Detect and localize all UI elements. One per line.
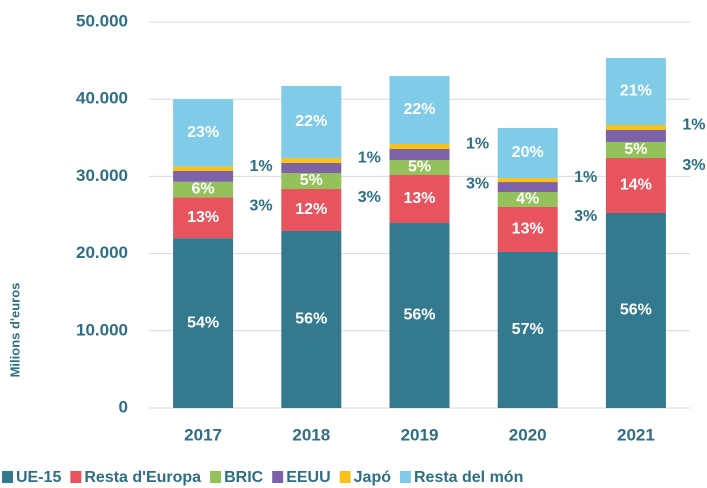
x-tick-label: 2020 <box>509 425 547 444</box>
y-tick-label: 0 <box>119 397 128 416</box>
legend-label: UE-15 <box>16 469 61 486</box>
legend-label: EEUU <box>286 469 330 486</box>
bar-segment <box>281 230 342 408</box>
data-label: 56% <box>620 302 652 319</box>
bar-segment <box>497 206 558 252</box>
y-tick-label: 50.000 <box>76 11 128 30</box>
legend-label: Japó <box>354 469 392 486</box>
data-label: 3% <box>466 176 489 193</box>
data-label: 20% <box>512 144 544 161</box>
data-label: 13% <box>187 209 219 226</box>
data-label: 3% <box>574 208 597 225</box>
bar-segment <box>389 223 450 408</box>
x-tick-label: 2018 <box>292 425 330 444</box>
bar-segment <box>281 162 342 174</box>
legend-swatch <box>272 471 284 483</box>
bar-segment <box>605 130 666 142</box>
data-label: 4% <box>516 191 539 208</box>
bar-segment <box>605 212 666 408</box>
data-label: 3% <box>358 189 381 206</box>
data-label: 22% <box>295 113 327 130</box>
data-label: 5% <box>300 172 323 189</box>
bar-segment <box>281 188 342 231</box>
legend-label: Resta d'Europa <box>84 469 201 486</box>
data-label: 56% <box>403 307 435 324</box>
data-label: 13% <box>512 221 544 238</box>
y-tick-label: 30.000 <box>76 166 128 185</box>
data-label: 14% <box>620 177 652 194</box>
data-label: 5% <box>624 141 647 158</box>
data-label: 23% <box>187 124 219 141</box>
data-label: 6% <box>192 181 215 198</box>
legend-swatch <box>2 471 13 483</box>
bar-segment <box>281 85 342 159</box>
bar-segment <box>173 170 234 182</box>
bar-segment <box>497 182 558 192</box>
bar-segment <box>173 197 234 239</box>
data-label: 1% <box>466 136 489 153</box>
data-label: 3% <box>682 157 705 174</box>
data-label: 57% <box>512 321 544 338</box>
y-tick-label: 20.000 <box>76 243 128 262</box>
data-label: 1% <box>574 169 597 186</box>
legend-label: Resta del món <box>414 469 523 486</box>
data-label: 22% <box>403 101 435 118</box>
bar-segment <box>497 251 558 408</box>
legend-swatch <box>70 471 82 483</box>
bar-segment <box>389 160 450 176</box>
data-label: 1% <box>358 150 381 167</box>
data-label: 56% <box>295 311 327 328</box>
y-tick-label: 40.000 <box>76 89 128 108</box>
y-axis-label: Milions d'euros <box>7 283 22 378</box>
bar-segment <box>605 124 666 131</box>
bar-segment <box>173 166 234 171</box>
data-label: 1% <box>250 158 273 175</box>
bar-segment <box>605 57 666 125</box>
data-label: 3% <box>250 198 273 215</box>
bar-segment <box>389 143 450 149</box>
bar-segment <box>281 158 342 163</box>
y-tick-label: 10.000 <box>76 320 128 339</box>
data-label: 1% <box>682 117 705 134</box>
x-tick-label: 2019 <box>401 425 439 444</box>
bar-segment <box>173 238 234 408</box>
bar-segment <box>605 141 666 159</box>
data-label: 54% <box>187 314 219 331</box>
data-label: 13% <box>403 190 435 207</box>
bar-segment <box>281 173 342 189</box>
legend-label: BRIC <box>224 469 264 486</box>
bar-segment <box>497 178 558 183</box>
legend-swatch <box>399 471 411 483</box>
bar-segment <box>497 127 558 179</box>
x-tick-label: 2017 <box>184 425 222 444</box>
x-tick-label: 2021 <box>617 425 655 444</box>
data-label: 5% <box>408 159 431 176</box>
data-label: 21% <box>620 83 652 100</box>
bar-segment <box>389 175 450 224</box>
legend-swatch <box>339 471 351 483</box>
bar-segment <box>497 191 558 207</box>
bar-segment <box>173 181 234 198</box>
bar-segment <box>389 76 450 144</box>
bar-segment <box>173 99 234 167</box>
bar-segment <box>389 148 450 161</box>
data-label: 12% <box>295 201 327 218</box>
bar-segment <box>605 158 666 213</box>
legend-swatch <box>210 471 222 483</box>
